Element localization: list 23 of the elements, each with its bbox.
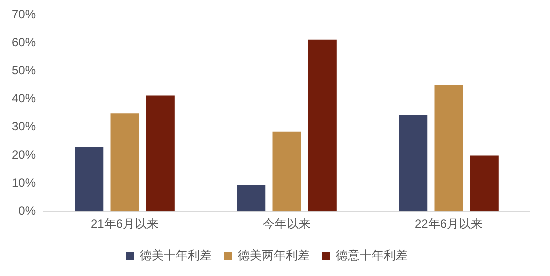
y-tick-label: 10% — [12, 176, 36, 190]
bar — [237, 184, 266, 212]
legend-label: 德美两年利差 — [238, 248, 310, 262]
legend-label: 德美十年利差 — [140, 248, 212, 262]
y-tick-label: 20% — [12, 148, 36, 162]
bar — [146, 96, 175, 212]
x-tick-label: 22年6月以来 — [414, 217, 484, 232]
bar — [272, 132, 302, 212]
y-tick-label: 0% — [18, 204, 36, 218]
bar — [399, 115, 428, 212]
x-tick-label: 21年6月以来 — [91, 217, 160, 232]
bar — [110, 114, 140, 212]
bar — [470, 156, 499, 212]
bar — [434, 85, 464, 212]
y-tick-label: 50% — [12, 64, 36, 78]
bar — [75, 147, 104, 212]
y-tick-label: 30% — [12, 120, 36, 134]
y-tick-label: 40% — [12, 92, 36, 106]
y-tick-label: 70% — [12, 8, 36, 22]
y-tick-label: 60% — [12, 36, 36, 50]
legend-label: 德意十年利差 — [336, 248, 408, 262]
x-tick-label: 今年以来 — [263, 217, 312, 232]
bar — [308, 40, 337, 212]
